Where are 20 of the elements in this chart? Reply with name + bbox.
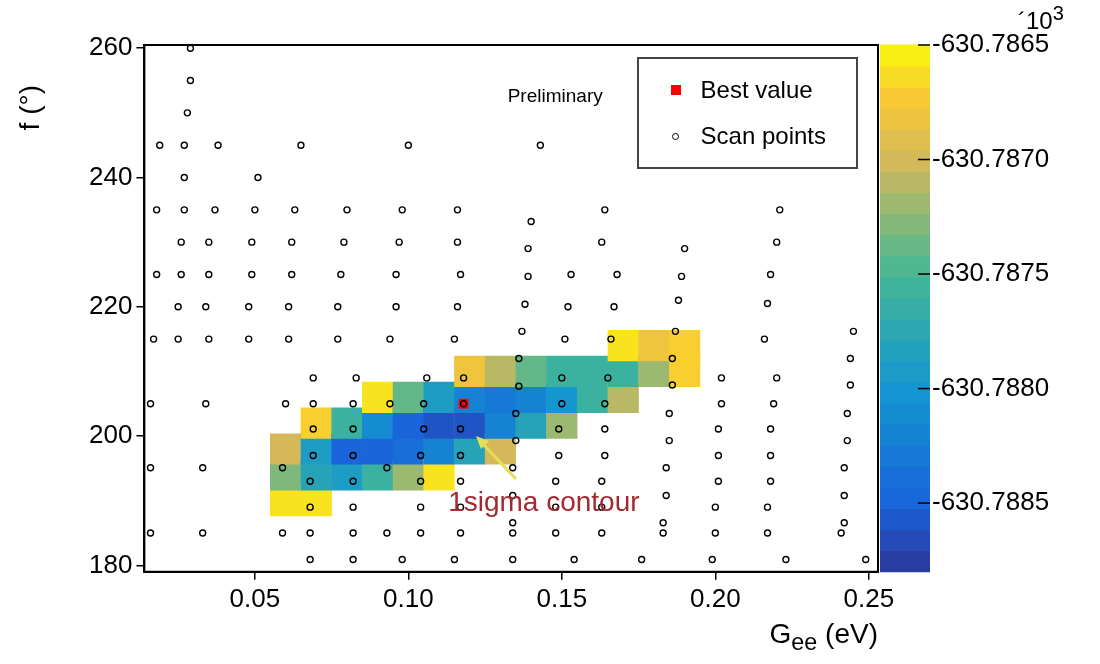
annotation: Preliminary xyxy=(507,85,603,107)
y-axis-title: f (°) xyxy=(14,85,46,131)
legend-label: Best value xyxy=(700,76,813,104)
x-tick-label: 0.20 xyxy=(690,582,741,613)
x-axis-title: G$_{ee}$ (eV) xyxy=(769,617,878,656)
color-bar-label: -630.7880 xyxy=(932,371,1050,402)
y-tick-label: 220 xyxy=(88,289,133,320)
y-tick-label: 180 xyxy=(88,548,133,579)
x-tick-label: 0.15 xyxy=(536,582,588,613)
y-tick-label: 240 xyxy=(88,160,133,191)
annotation: 1sigma contour xyxy=(448,486,640,519)
legend-label: Scan points xyxy=(700,122,826,150)
color-bar-label: -630.7870 xyxy=(932,142,1050,173)
x-tick-label: 0.10 xyxy=(383,582,434,613)
x-tick-label: 0.05 xyxy=(229,582,281,613)
color-bar-label: -630.7875 xyxy=(932,257,1050,288)
y-tick-label: 260 xyxy=(88,31,133,62)
y-tick-label: 200 xyxy=(88,419,133,450)
color-bar-label: -630.7885 xyxy=(932,486,1050,517)
x-tick-label: 0.25 xyxy=(843,582,895,613)
